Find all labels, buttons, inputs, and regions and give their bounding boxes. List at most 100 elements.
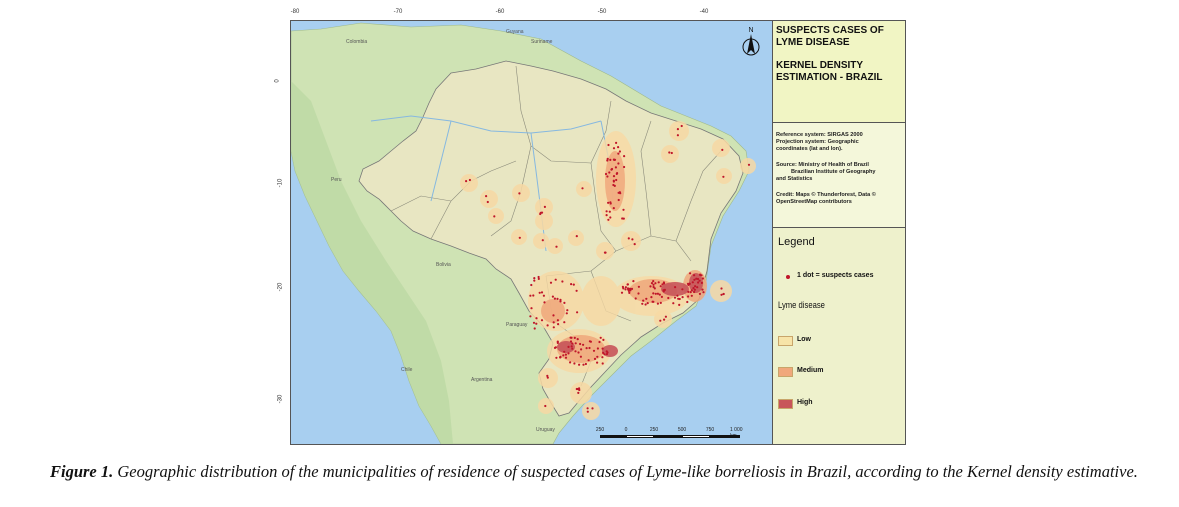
map-canvas[interactable]: Colombia Guyana Suriname Peru Bolivia Pa… (291, 21, 773, 444)
case-dot (573, 362, 576, 365)
place-label: Argentina (471, 377, 493, 383)
map-frame[interactable]: Colombia Guyana Suriname Peru Bolivia Pa… (290, 20, 774, 445)
case-dot (591, 407, 594, 410)
north-arrow-icon: N (740, 24, 762, 62)
longitude-tick: -40 (699, 9, 709, 15)
case-dot (544, 404, 547, 408)
case-dot (574, 350, 577, 353)
case-dot (663, 318, 666, 321)
case-dot (542, 294, 545, 297)
case-dot (612, 147, 616, 150)
case-dot (529, 294, 532, 297)
case-dot (633, 243, 636, 246)
case-dot (543, 301, 546, 304)
case-dot (721, 148, 724, 151)
case-dot (747, 163, 751, 166)
case-dot (632, 280, 635, 283)
case-dot (654, 282, 657, 285)
case-dot (652, 285, 655, 289)
longitude-tick: -80 (290, 9, 300, 15)
case-dot (623, 165, 626, 169)
case-dot (659, 319, 662, 322)
case-dot (601, 347, 604, 350)
case-dot (579, 342, 582, 346)
case-dot (533, 327, 536, 330)
place-label: Chile (401, 367, 413, 373)
case-dot (701, 288, 704, 291)
case-dot (649, 285, 652, 288)
case-dot (576, 311, 579, 314)
case-dot (575, 235, 578, 238)
case-dot (604, 251, 607, 254)
case-dot (532, 321, 536, 324)
legend-label-high: High (797, 399, 813, 406)
case-dot (577, 391, 580, 394)
case-dot (617, 162, 620, 165)
case-dot (586, 410, 589, 413)
case-dot (596, 361, 599, 364)
case-dot (556, 319, 559, 322)
case-dot (628, 287, 631, 290)
legend-layer-name: Lyme disease (778, 300, 825, 310)
legend: Legend 1 dot = suspects cases Lyme disea… (773, 228, 905, 444)
case-dot (668, 151, 671, 154)
case-dot (697, 281, 700, 284)
place-label: Paraguay (506, 322, 528, 328)
case-dot (613, 158, 616, 161)
legend-swatch-medium (778, 367, 793, 377)
case-dot (661, 283, 664, 286)
case-dot (486, 200, 489, 204)
case-dot (559, 300, 562, 303)
case-dot (700, 274, 703, 277)
case-dot (532, 294, 535, 297)
case-dot (546, 374, 549, 377)
case-dot (608, 171, 611, 174)
place-label: Guyana (506, 29, 524, 35)
map-credit: OpenStreetMap contributors (776, 199, 852, 205)
case-dot (654, 292, 657, 295)
case-dot (592, 349, 596, 352)
case-dot (700, 281, 703, 284)
case-dot (624, 288, 627, 291)
case-dot (599, 336, 602, 339)
case-dot (567, 352, 570, 355)
figure-label: Figure 1. (50, 462, 114, 481)
case-dot (585, 347, 588, 350)
case-dot (556, 341, 559, 344)
case-dot (605, 210, 608, 213)
case-dot (680, 124, 683, 128)
case-dot (627, 237, 630, 240)
case-dot (571, 342, 574, 345)
case-dot (672, 302, 675, 305)
case-dot (572, 283, 575, 286)
map-credit: Credit: Maps © Thunderforest, Data © (776, 192, 876, 198)
case-dot (659, 285, 662, 288)
case-dot (581, 187, 584, 190)
case-dot (588, 346, 591, 350)
case-dot (630, 287, 634, 290)
place-label: Peru (331, 177, 342, 183)
case-dot (642, 299, 645, 302)
map-subtitle: KERNEL DENSITY (776, 60, 864, 71)
case-dot (681, 288, 684, 291)
case-dot (623, 155, 626, 158)
case-dot (617, 146, 620, 149)
case-dot (601, 356, 604, 359)
case-dot (676, 128, 679, 131)
case-dot (688, 282, 691, 285)
case-dot (574, 342, 577, 345)
case-dot (561, 280, 564, 283)
case-dot (577, 351, 580, 354)
case-dot (616, 172, 619, 175)
scale-label: 750 (705, 427, 715, 433)
case-dot (696, 277, 700, 281)
case-dot (605, 214, 608, 217)
case-dot (678, 297, 681, 301)
case-dot (674, 286, 677, 289)
case-dot (605, 350, 608, 353)
case-dot (598, 340, 601, 344)
case-dot (553, 297, 556, 300)
case-dot (603, 353, 606, 356)
case-dot (644, 303, 647, 306)
scale-bar: 250 0 250 500 750 1 000 km (590, 427, 760, 441)
